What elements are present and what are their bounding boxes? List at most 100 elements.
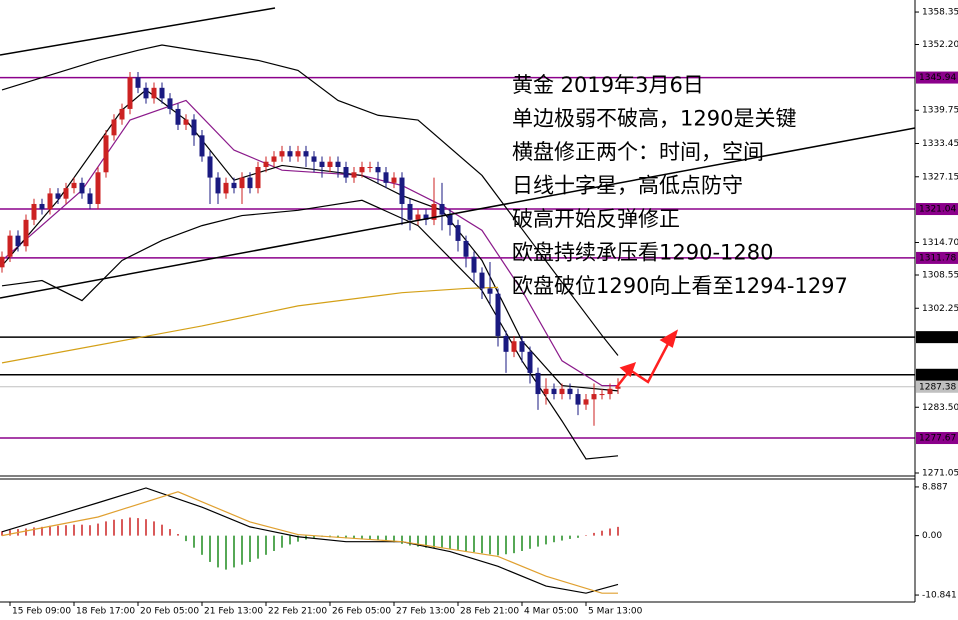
annotations: 黄金 2019年3月6日单边极弱不破高，1290是关键横盘修正两个：时间，空间日… — [512, 73, 848, 298]
candle-body — [503, 335, 509, 352]
candle-body — [383, 172, 389, 183]
level-label-box — [916, 380, 958, 393]
y-tick-label: 1314.70 — [922, 238, 958, 248]
candle-body — [199, 135, 205, 157]
level-label: 1287.38 — [919, 382, 956, 392]
candle-body — [287, 151, 293, 157]
candle-body — [23, 219, 29, 247]
level-label-box — [916, 203, 958, 216]
candle-body — [119, 108, 125, 120]
candle-body — [127, 77, 133, 109]
annotation: 黄金 2019年3月6日 — [512, 73, 704, 97]
y-tick-label: 1308.55 — [922, 270, 958, 280]
candle-body — [407, 203, 413, 220]
y-tick-label: -10.841 — [922, 591, 957, 601]
annotation: 欧盘破位1290向上看至1294-1297 — [512, 274, 848, 298]
candle-body — [111, 119, 117, 136]
level-label-box — [916, 331, 958, 344]
indicator-line — [1, 286, 499, 364]
candle-body — [319, 161, 325, 168]
candle-body — [207, 156, 213, 178]
candle-body — [31, 203, 37, 220]
candle-body — [559, 388, 565, 395]
candle-body — [351, 172, 357, 178]
candle-body — [439, 203, 445, 215]
candle-body — [375, 167, 381, 173]
x-tick-label: 18 Feb 17:00 — [76, 607, 135, 617]
candle-body — [415, 214, 421, 220]
candle-body — [231, 182, 237, 189]
x-tick-label: 5 Mar 13:00 — [588, 607, 643, 617]
candle-body — [551, 388, 557, 395]
candle-body — [455, 225, 461, 241]
candle-body — [447, 214, 453, 226]
y-tick-label: 1358.35 — [922, 8, 958, 18]
indicator-line — [1, 487, 619, 594]
candle-body — [79, 182, 85, 194]
candle-body — [543, 388, 549, 395]
y-tick-label: 1339.75 — [922, 106, 958, 116]
candle-body — [487, 288, 493, 294]
x-tick-label: 27 Feb 13:00 — [396, 607, 455, 617]
candle-body — [479, 272, 485, 289]
candle-body — [47, 193, 53, 210]
candle-body — [263, 161, 269, 168]
x-tick-label: 20 Feb 05:00 — [140, 607, 199, 617]
candle-body — [7, 235, 13, 257]
arrow-path — [615, 339, 672, 389]
candle-body — [39, 203, 45, 210]
candle-body — [55, 193, 61, 199]
candle-body — [567, 388, 573, 395]
candle-body — [535, 372, 541, 395]
candle-body — [63, 188, 69, 199]
candle-body — [279, 151, 285, 157]
x-tick-label: 21 Feb 13:00 — [204, 607, 263, 617]
trend-line — [0, 127, 916, 299]
candle-body — [175, 108, 181, 125]
level-label-box — [916, 251, 958, 264]
level-label-box — [916, 432, 958, 445]
level-label: 1296.78 — [919, 333, 956, 343]
candle-body — [511, 341, 517, 352]
candle-body — [247, 177, 253, 189]
arrow-head — [619, 361, 637, 378]
x-tick-label: 4 Mar 05:00 — [524, 607, 579, 617]
indicator-line — [1, 491, 618, 594]
y-tick-label: 1333.45 — [922, 139, 958, 149]
y-tick-label: 0.00 — [922, 531, 942, 541]
level-label-box — [916, 71, 958, 84]
candle-body — [583, 399, 589, 405]
level-label: 1289.65 — [919, 370, 956, 380]
candle-body — [103, 135, 109, 173]
main-pane: 1358.35 1352.20 1339.75 1333.45 1327.15 1314.… — [0, 8, 958, 478]
candle-body — [527, 351, 533, 373]
candle-body — [159, 87, 165, 99]
candle-body — [615, 386, 621, 389]
y-tick-label: 1283.50 — [922, 403, 958, 413]
level-label-box — [916, 368, 958, 381]
candle-body — [87, 193, 93, 204]
annotation: 单边极弱不破高，1290是关键 — [512, 107, 796, 131]
candle-body — [135, 77, 141, 88]
level-label: 1311.78 — [919, 253, 956, 263]
y-tick-label: 1352.20 — [922, 40, 958, 50]
candle-body — [239, 177, 245, 189]
level-label: 1321.04 — [919, 205, 956, 215]
candle-body — [167, 98, 173, 109]
candle-body — [0, 256, 5, 268]
annotation: 破高开始反弹修正 — [512, 207, 680, 231]
indicator-line — [1, 44, 619, 356]
candle-body — [295, 151, 301, 157]
candle-body — [255, 167, 261, 189]
candle-body — [391, 177, 397, 183]
candle-body — [423, 214, 429, 220]
trend-line — [0, 7, 276, 56]
candle-body — [215, 177, 221, 194]
candle-body — [367, 167, 373, 169]
candle-body — [183, 119, 189, 125]
x-tick-label: 26 Feb 05:00 — [332, 607, 391, 617]
candle-body — [575, 394, 581, 405]
